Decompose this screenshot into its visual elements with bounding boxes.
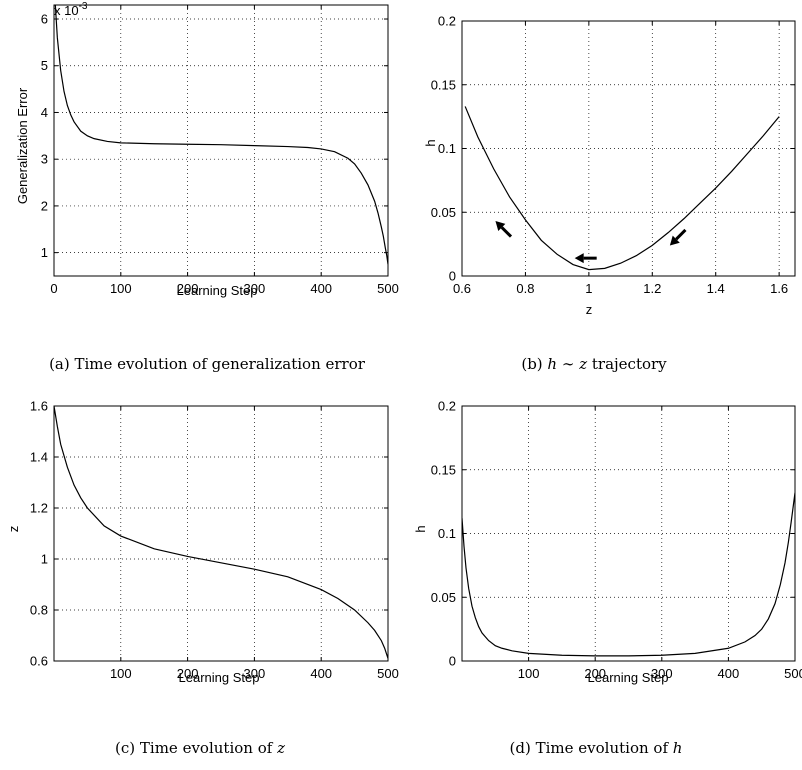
panel-a-y-tick-label: 2 (41, 198, 48, 213)
panel-b-y-label: h (423, 139, 438, 146)
direction-arrow (574, 253, 597, 264)
panel-d-series-line (462, 492, 795, 657)
panel-d-y-label: h (413, 525, 428, 532)
panel-d-axes-frame (461, 405, 796, 662)
panel-a-x-tick-label: 100 (110, 281, 132, 296)
panel-c-plot-area: 100 200 300 400 500 0.6 0.8 1 1.2 1.4 1.6 (30, 399, 399, 682)
panel-c-x-tick-label: 400 (310, 666, 332, 681)
panel-b-x-label: z (586, 302, 593, 317)
panel-a-y-label: Generalization Error (15, 87, 30, 204)
panel-b-series-line (464, 106, 780, 271)
panel-c-y-label: z (6, 526, 21, 533)
panel-a-y-tick-label: 5 (41, 58, 48, 73)
panel-a-plot-area: 0 100 200 300 400 500 1 2 3 4 5 6 (41, 4, 399, 296)
panel-d-y-tick-label: 0.1 (438, 526, 456, 541)
panel-a-caption: (a) Time evolution of generalization err… (49, 355, 366, 373)
panel-d-x-tick-label: 300 (651, 666, 673, 681)
panel-c-axes-frame (53, 405, 389, 662)
direction-arrow (495, 221, 513, 238)
panel-c-caption: (c) Time evolution of z (115, 739, 285, 757)
panel-d-plot-area: 100 200 300 400 500 0 0.05 0.1 0.15 0.2 (431, 399, 802, 682)
panel-c-x-label: Learning Step (179, 670, 260, 685)
panel-d-x-tick-label: 400 (718, 666, 740, 681)
panel-c-series-line (54, 406, 388, 659)
panel-c-x-tick-label: 300 (244, 666, 266, 681)
panel-c-y-tick-label: 1.4 (30, 450, 48, 465)
panel-b-y-tick-label: 0.1 (438, 141, 456, 156)
panel-d-y-tick-label: 0.05 (431, 590, 456, 605)
panel-a-axes-frame (53, 4, 389, 277)
panel-a-x-label: Learning Step (177, 283, 258, 298)
panel-b-x-tick-label: 0.6 (453, 281, 471, 296)
panel-b-axes-frame (461, 20, 796, 277)
panel-c-y-tick-label: 0.8 (30, 603, 48, 618)
panel-a-y-tick-label: 1 (41, 245, 48, 260)
panel-c-x-tick-label: 200 (177, 666, 199, 681)
panel-b-x-tick-label: 1.4 (707, 281, 725, 296)
panel-a-x-tick-label: 0 (50, 281, 57, 296)
panel-c: 100 200 300 400 500 0.6 0.8 1 1.2 1.4 1.6 Learning… (6, 399, 399, 758)
panel-b-y-tick-label: 0.2 (438, 14, 456, 29)
panel-a-exponent-label: x 10-3 (54, 1, 88, 18)
panel-c-y-tick-label: 0.6 (30, 654, 48, 669)
panel-b-y-tick-label: 0 (449, 269, 456, 284)
panel-d-y-tick-label: 0 (449, 654, 456, 669)
panel-a-x-tick-label: 200 (177, 281, 199, 296)
panel-d-caption: (d) Time evolution of h (510, 739, 683, 757)
panel-d-y-tick-label: 0.2 (438, 399, 456, 414)
panel-c-x-tick-label: 100 (110, 666, 132, 681)
panel-b-y-tick-label: 0.15 (431, 77, 456, 92)
panel-a-x-tick-label: 500 (377, 281, 399, 296)
panel-b-x-tick-label: 1.6 (770, 281, 788, 296)
panel-a: 0 100 200 300 400 500 1 2 3 4 5 6 Learning Step Gen… (15, 1, 399, 373)
direction-arrow (669, 228, 687, 246)
panel-c-x-tick-label: 500 (377, 666, 399, 681)
panel-b-x-tick-label: 1 (585, 281, 592, 296)
panel-b-y-tick-label: 0.05 (431, 205, 456, 220)
panel-d-x-tick-label: 100 (518, 666, 540, 681)
panel-d: 100 200 300 400 500 0 0.05 0.1 0.15 0.2 Learning … (413, 399, 802, 758)
panel-a-y-tick-label: 6 (41, 12, 48, 27)
panel-d-x-tick-label: 200 (584, 666, 606, 681)
panel-c-y-tick-label: 1.2 (30, 501, 48, 516)
panel-b: 0.6 0.8 1 1.2 1.4 1.6 0 0.05 0.1 0.15 0.2 z h (b) … (423, 14, 796, 373)
panel-d-x-label: Learning Step (588, 670, 669, 685)
panel-b-x-tick-label: 1.2 (643, 281, 661, 296)
panel-d-y-tick-label: 0.15 (431, 462, 456, 477)
panel-a-y-tick-label: 3 (41, 152, 48, 167)
panel-c-y-tick-label: 1 (41, 552, 48, 567)
panel-b-caption: (b) h ∼ z trajectory (521, 355, 667, 373)
panel-c-y-tick-label: 1.6 (30, 399, 48, 414)
panel-a-x-tick-label: 300 (244, 281, 266, 296)
panel-a-x-tick-label: 400 (310, 281, 332, 296)
panel-b-x-tick-label: 0.8 (516, 281, 534, 296)
panel-d-x-tick-label: 500 (784, 666, 802, 681)
panel-b-plot-area: 0.6 0.8 1 1.2 1.4 1.6 0 0.05 0.1 0.15 0.2 (431, 14, 796, 296)
panel-a-series-line (54, 5, 388, 265)
panel-a-y-tick-label: 4 (41, 105, 48, 120)
